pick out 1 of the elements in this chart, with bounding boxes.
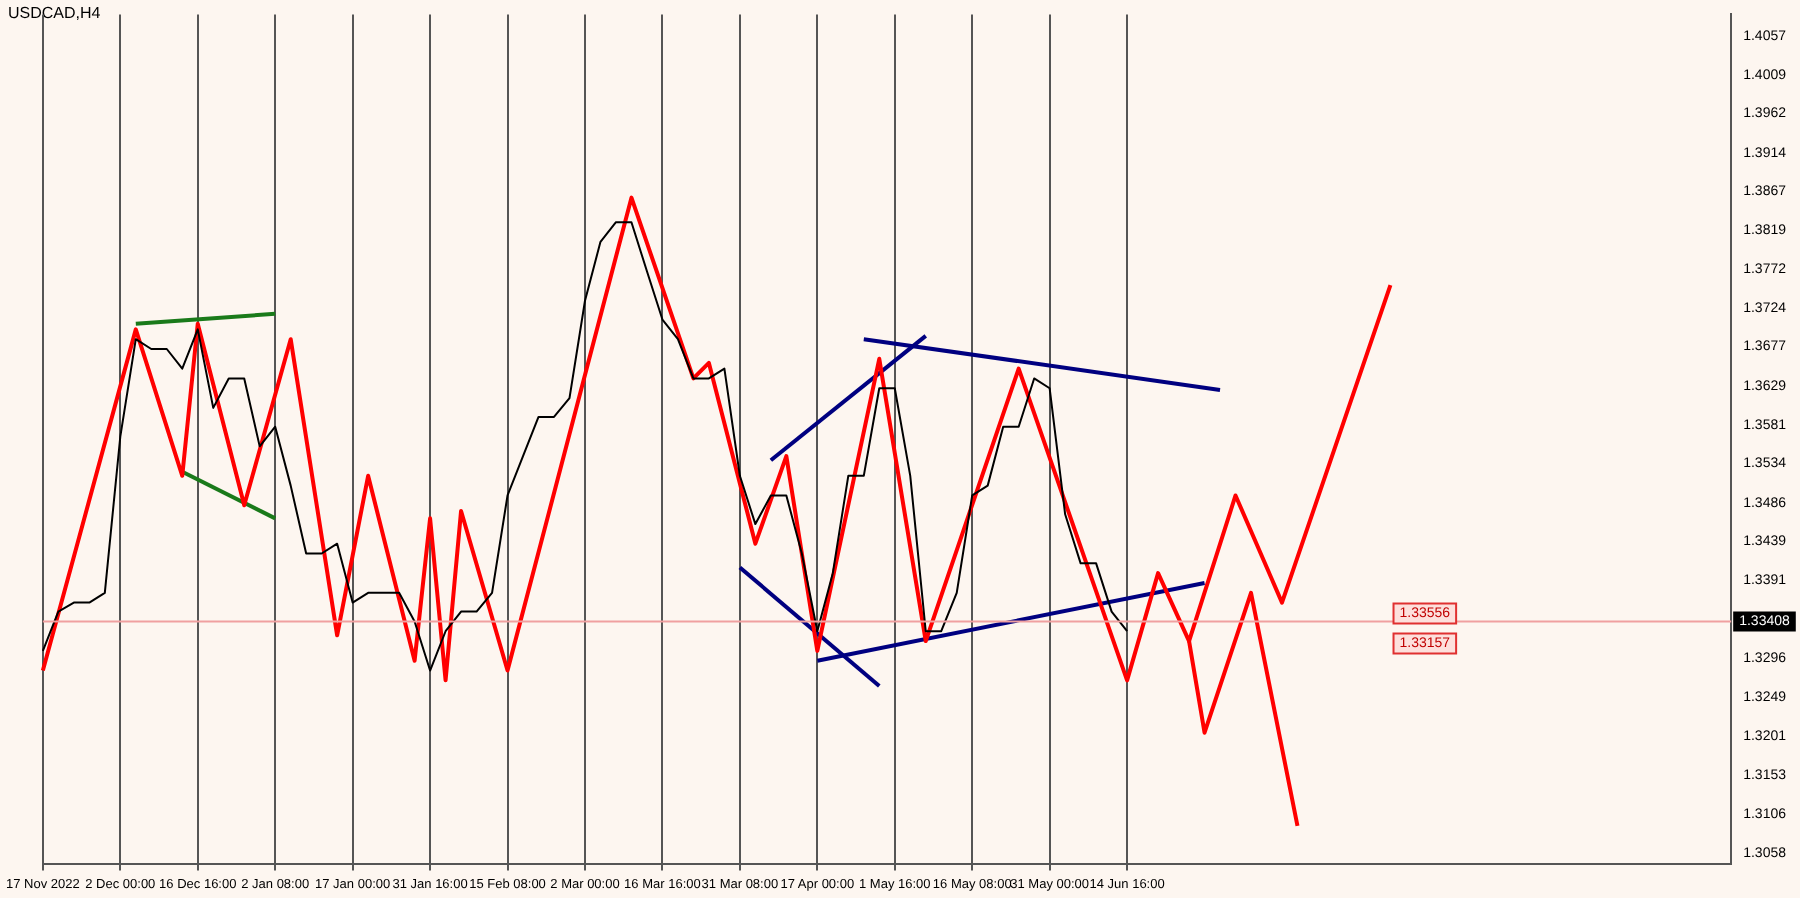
chart-title: USDCAD,H4 <box>8 4 101 22</box>
